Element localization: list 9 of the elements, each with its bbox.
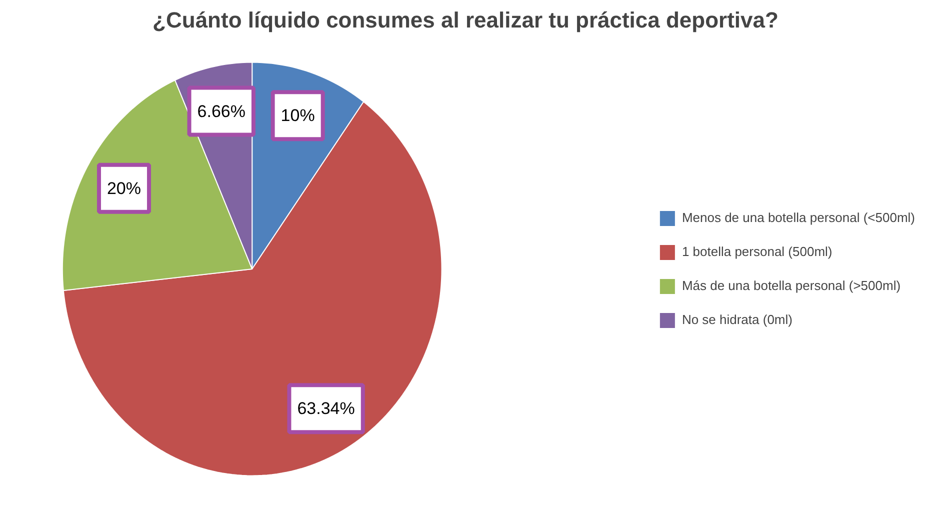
data-label: 10% xyxy=(280,106,315,126)
legend-label: Menos de una botella personal (<500ml) xyxy=(682,210,915,225)
legend-label: Más de una botella personal (>500ml) xyxy=(682,278,901,293)
data-label: 20% xyxy=(106,178,142,198)
legend-label: No se hidrata (0ml) xyxy=(682,312,792,327)
chart-title: ¿Cuánto líquido consumes al realizar tu práctica deportiva? xyxy=(152,8,778,32)
legend-label: 1 botella personal (500ml) xyxy=(682,244,832,259)
data-label: 6.66% xyxy=(197,102,246,121)
data-label: 63.34% xyxy=(297,399,355,418)
